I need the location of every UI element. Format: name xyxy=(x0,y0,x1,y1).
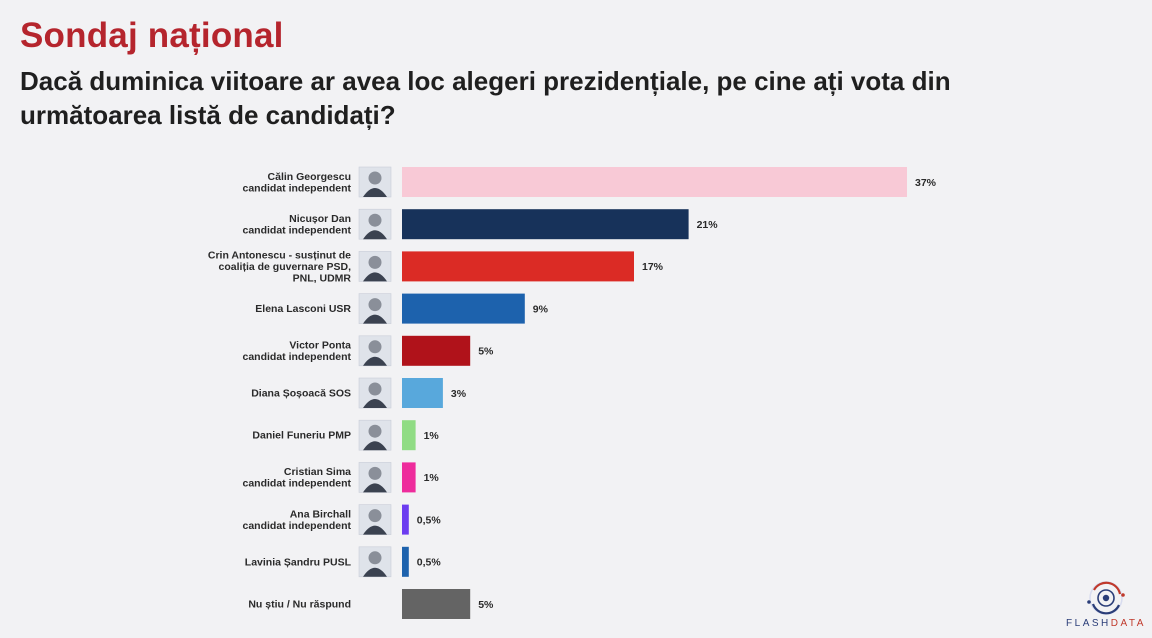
category-label-line: PNL, UDMR xyxy=(293,272,352,284)
chart-question: Dacă duminica viitoare ar avea loc alege… xyxy=(20,66,951,130)
bar xyxy=(402,378,443,408)
data-label: 5% xyxy=(478,346,494,358)
flashdata-logo-icon xyxy=(1087,581,1125,615)
bar xyxy=(402,167,907,197)
category-label-line: Elena Lasconi USR xyxy=(255,303,351,315)
bar xyxy=(402,589,471,619)
category-label: Diana Șoșoacă SOS xyxy=(251,388,351,400)
category-label: Lavinia Șandru PUSL xyxy=(245,556,352,568)
category-label-line: candidat independent xyxy=(242,224,351,236)
data-label: 37% xyxy=(915,177,937,189)
bar xyxy=(402,546,409,577)
category-label-line: Crin Antonescu - susținut de xyxy=(208,249,351,261)
candidate-photo xyxy=(358,419,392,451)
data-label: 0,5% xyxy=(417,514,442,526)
bar xyxy=(402,335,471,366)
category-label-line: candidat independent xyxy=(242,478,351,490)
category-label-line: Nu știu / Nu răspund xyxy=(248,599,351,611)
category-label-line: Ana Birchall xyxy=(290,508,351,520)
category-label-line: candidat independent xyxy=(242,182,351,194)
category-label-line: Cristian Sima xyxy=(284,466,351,478)
category-label-line: candidat independent xyxy=(242,351,351,363)
category-label-line: Victor Ponta xyxy=(289,340,351,352)
category-label-line: Daniel Funeriu PMP xyxy=(252,430,351,442)
bar xyxy=(402,209,689,240)
category-label-line: coaliția de guvernare PSD, xyxy=(219,261,352,273)
flashdata-logo: FLASHDATA xyxy=(1064,578,1148,634)
category-label: Nu știu / Nu răspund xyxy=(248,599,351,611)
category-label-line: Lavinia Șandru PUSL xyxy=(245,556,352,568)
data-label: 0,5% xyxy=(417,557,442,569)
logo-text-main: FLASH xyxy=(1066,618,1111,629)
candidate-photo xyxy=(358,251,392,282)
bar xyxy=(402,293,525,324)
category-label: Călin Georgescu candidat independent xyxy=(242,171,351,195)
category-label: Elena Lasconi USR xyxy=(255,303,351,315)
bar xyxy=(402,251,634,282)
category-label-line: Nicușor Dan xyxy=(289,213,351,225)
data-label: 21% xyxy=(697,219,719,231)
data-label: 1% xyxy=(424,472,440,484)
category-label: Crin Antonescu - susținut de coaliția de … xyxy=(208,249,352,284)
candidate-photo xyxy=(358,293,392,324)
logo-text-accent: DATA xyxy=(1110,618,1146,629)
bar xyxy=(402,462,416,493)
candidate-photo xyxy=(358,546,392,578)
category-label-line: candidat independent xyxy=(242,520,351,532)
category-label-line: Călin Georgescu xyxy=(268,171,351,183)
category-label: Ana Birchall candidat independent xyxy=(242,508,351,532)
category-label: Cristian Sima candidat independent xyxy=(242,466,351,490)
candidate-photo xyxy=(358,208,392,240)
category-label: Daniel Funeriu PMP xyxy=(252,430,351,442)
candidate-photo xyxy=(358,335,392,367)
data-label: 9% xyxy=(533,303,549,315)
data-label: 17% xyxy=(642,261,664,273)
data-label: 3% xyxy=(451,388,467,400)
data-label: 1% xyxy=(424,430,440,442)
data-label: 5% xyxy=(478,599,494,611)
candidate-photo xyxy=(358,462,392,493)
bar xyxy=(402,420,416,451)
bar xyxy=(402,504,409,535)
candidate-photo xyxy=(358,166,392,198)
page-title: Sondaj național xyxy=(20,16,284,55)
candidate-photo xyxy=(358,377,392,409)
category-label: Victor Ponta candidat independent xyxy=(242,340,351,364)
candidate-photo xyxy=(358,504,392,535)
flashdata-logo-text: FLASHDATA xyxy=(1064,618,1148,629)
category-label-line: Diana Șoșoacă SOS xyxy=(251,388,351,400)
category-label: Nicușor Dan candidat independent xyxy=(242,213,351,237)
